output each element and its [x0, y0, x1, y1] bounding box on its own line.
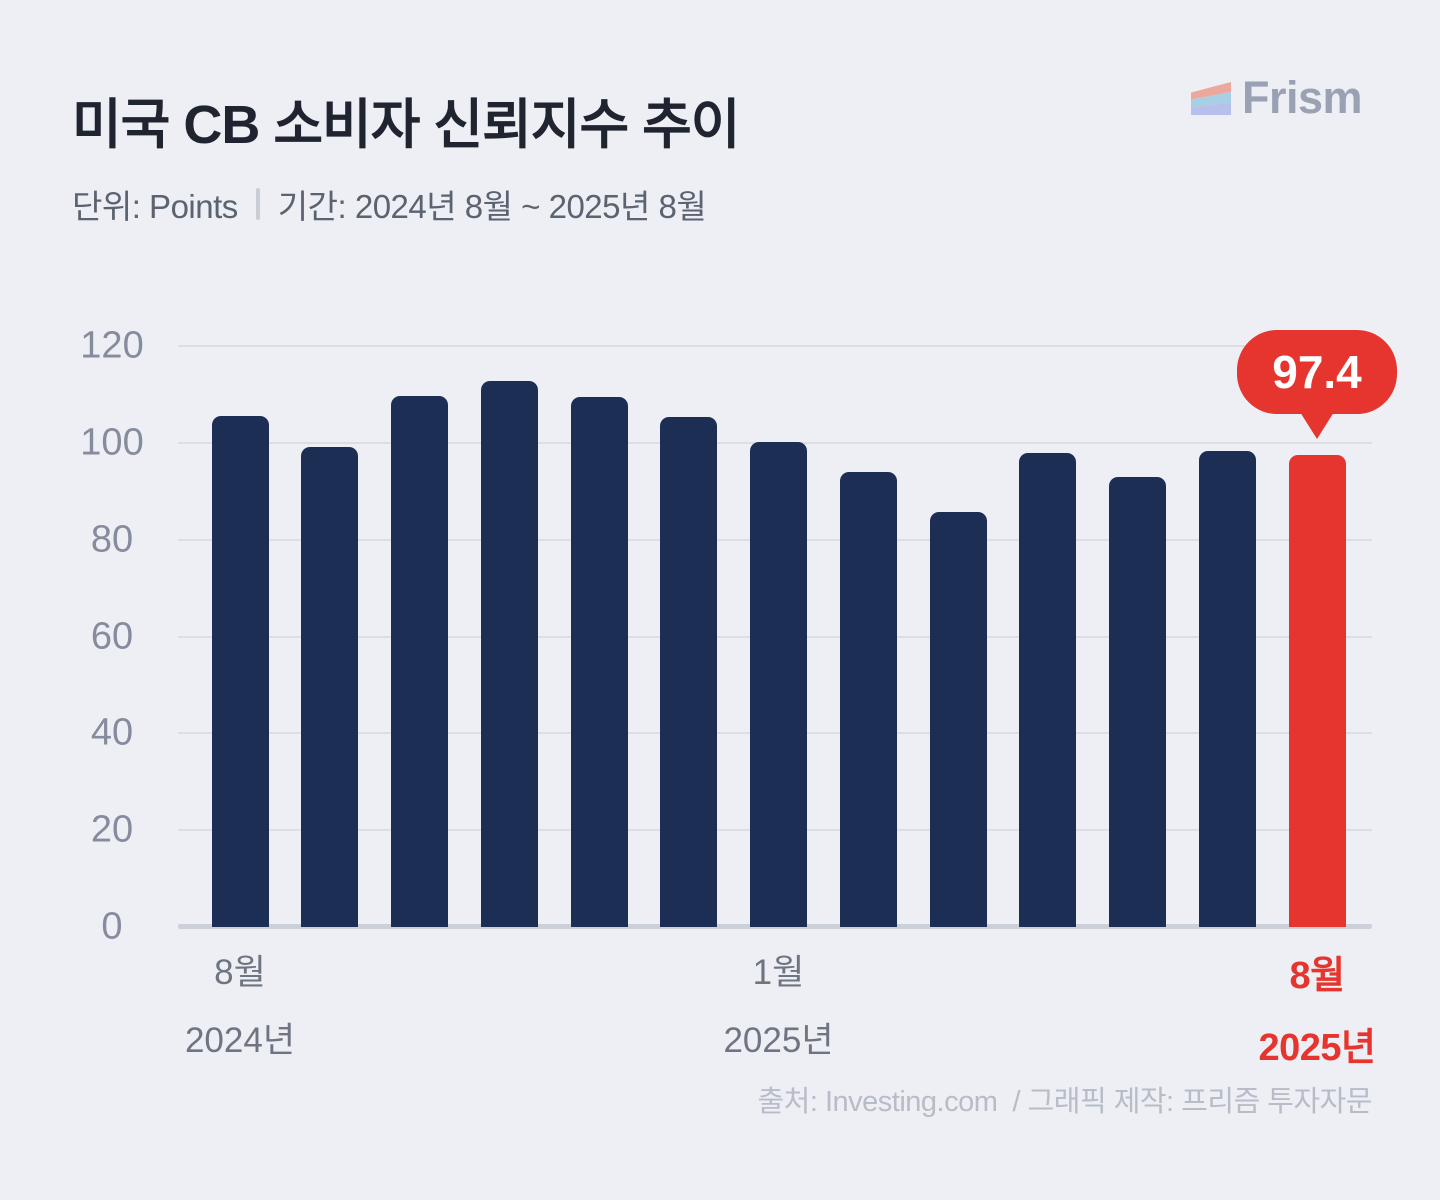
- x-tick-month: 8월: [214, 953, 266, 992]
- bar-2024년 11월: [480, 380, 538, 927]
- brand-name: Frism: [1242, 72, 1363, 123]
- source-credit: 출처: Investing.com / 그래픽 제작: 프리즘 투자자문: [757, 1086, 1372, 1118]
- bar-2025년 3월: [839, 472, 897, 927]
- y-tick-label-60: 60: [90, 615, 134, 657]
- period-label: 기간: 2024년 8월 ~ 2025년 8월: [277, 188, 707, 225]
- x-tick-label-2024년-8월: 8월 2024년: [120, 944, 360, 1063]
- value-callout: 97.4: [1237, 330, 1397, 414]
- bar-2025년 8월: [1288, 455, 1346, 927]
- frism-logo-icon: [1191, 81, 1231, 115]
- x-tick-year: 2025년: [1258, 1027, 1377, 1069]
- bar-2024년 12월: [570, 396, 628, 927]
- bar-2025년 4월: [929, 512, 987, 927]
- brand-logo: Frism: [1191, 72, 1363, 124]
- gridline-120: [178, 345, 1372, 347]
- y-tick-label-40: 40: [90, 711, 134, 754]
- bar-2025년 2월: [750, 442, 807, 927]
- y-tick-label-0: 0: [101, 905, 123, 948]
- subtitle: 단위: Points 기간: 2024년 8월 ~ 2025년 8월: [72, 180, 707, 228]
- bar-2024년 8월: [211, 415, 269, 927]
- bar-2025년 7월: [1198, 450, 1256, 927]
- y-tick-label-80: 80: [90, 518, 134, 561]
- subtitle-divider: [255, 188, 260, 220]
- bar-2025년 5월: [1019, 452, 1077, 927]
- x-tick-month: 8월: [1289, 955, 1345, 997]
- x-tick-month: 1월: [752, 953, 805, 992]
- x-tick-label-2025년-8월: 8월 2025년: [1197, 944, 1437, 1071]
- bar-2025년 6월: [1109, 476, 1166, 927]
- y-tick-label-20: 20: [90, 808, 134, 851]
- x-tick-label-2025년-1월: 1월 2025년: [659, 944, 899, 1063]
- bar-2025년 1월: [660, 417, 718, 927]
- bar-2024년 10월: [391, 396, 448, 927]
- unit-label: 단위: Points: [72, 188, 238, 225]
- x-tick-year: 2025년: [723, 1021, 834, 1060]
- y-tick-label-120: 120: [80, 324, 144, 367]
- bar-2024년 9월: [301, 446, 359, 927]
- page-title: 미국 CB 소비자 신뢰지수 추이: [72, 95, 740, 155]
- x-tick-year: 2024년: [184, 1021, 296, 1060]
- value-callout-tail: [1300, 412, 1334, 439]
- y-tick-label-100: 100: [80, 421, 144, 464]
